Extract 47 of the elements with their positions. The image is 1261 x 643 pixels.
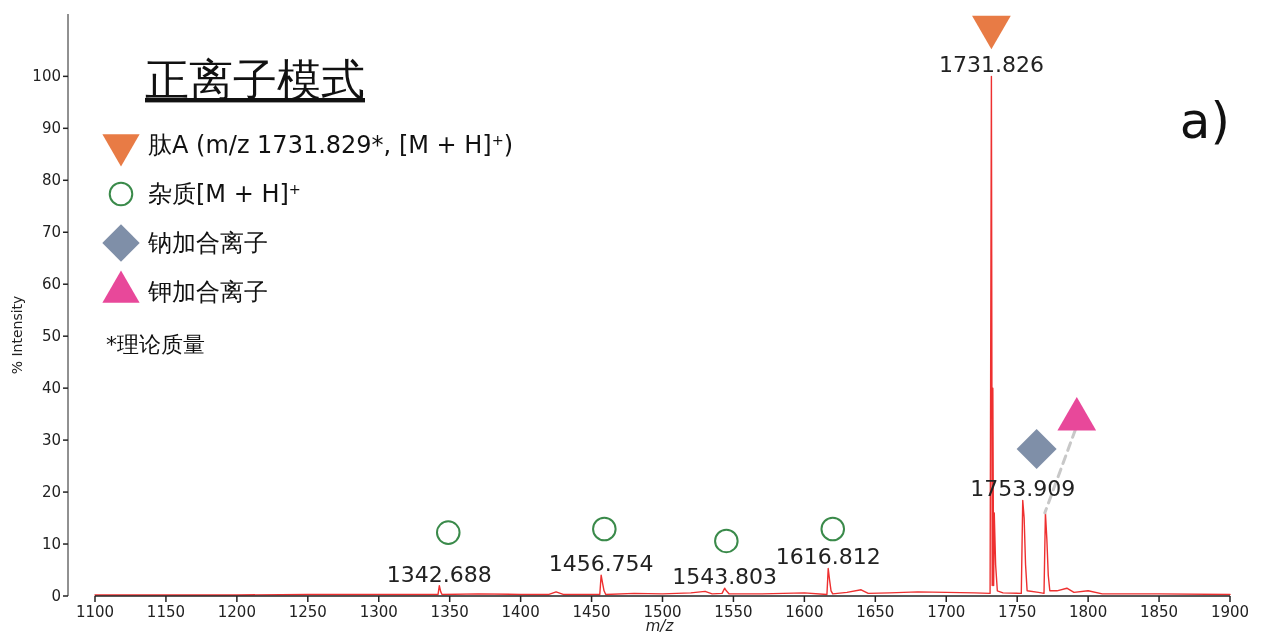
x-tick-label: 1700 bbox=[927, 603, 966, 621]
y-tick-label: 60 bbox=[41, 275, 61, 294]
x-axis-title: m/z bbox=[645, 617, 675, 635]
y-axis-title: % Intensity bbox=[9, 295, 25, 375]
y-tick-label: 10 bbox=[41, 535, 61, 554]
annotation: 1543.803 bbox=[672, 564, 778, 590]
y-tick-label: 0 bbox=[51, 587, 61, 605]
y-tick-label: 80 bbox=[41, 171, 61, 190]
y-tick-label: 70 bbox=[41, 223, 61, 242]
point bbox=[435, 520, 461, 545]
point bbox=[820, 516, 846, 542]
x-tick-label: 1650 bbox=[856, 603, 895, 621]
point bbox=[592, 516, 617, 542]
x-tick-label: 1150 bbox=[146, 603, 186, 621]
x-tick-label: 1450 bbox=[572, 603, 611, 621]
legend-label: 肽A (m/z 1731.829*, [M + H]$^{+}$) bbox=[148, 131, 514, 159]
legend-label: 钠加合离子 bbox=[147, 229, 268, 257]
annotation: a) bbox=[1179, 92, 1230, 150]
x-tick-label: 1850 bbox=[1139, 603, 1179, 621]
point bbox=[1016, 428, 1057, 469]
text: 正离子模式 bbox=[145, 54, 365, 105]
x-tick-label: 1100 bbox=[75, 603, 115, 621]
x-tick-label: 1350 bbox=[430, 603, 469, 621]
x-tick-label: 1250 bbox=[288, 603, 327, 621]
point bbox=[972, 15, 1011, 50]
legend-label: 杂质[M + H]$^{+}$ bbox=[148, 180, 301, 208]
legend-label: 钾加合离子 bbox=[147, 278, 268, 306]
annotation: 1731.826 bbox=[938, 52, 1044, 78]
x-tick-label: 1550 bbox=[714, 603, 753, 621]
point bbox=[714, 528, 739, 554]
y-tick-label: 100 bbox=[32, 67, 61, 86]
x-tick-label: 1900 bbox=[1210, 603, 1250, 621]
y-tick-label: 20 bbox=[41, 483, 61, 502]
y-tick-label: 30 bbox=[41, 431, 61, 450]
x-tick-label: 1200 bbox=[217, 603, 256, 621]
annotation: *理论质量 bbox=[106, 332, 205, 357]
y-tick-label: 50 bbox=[41, 327, 61, 346]
annotation: 1616.812 bbox=[775, 544, 881, 570]
x-tick-label: 1400 bbox=[501, 603, 540, 621]
x-tick-label: 1800 bbox=[1069, 603, 1108, 621]
y-tick-label: 40 bbox=[41, 379, 61, 398]
y-tick-label: 90 bbox=[41, 119, 61, 138]
annotation: 1342.688 bbox=[386, 561, 492, 587]
annotation: 1456.754 bbox=[548, 551, 654, 577]
x-tick-label: 1300 bbox=[359, 603, 398, 621]
x-tick-label: 1750 bbox=[998, 603, 1037, 621]
x-tick-label: 1600 bbox=[785, 603, 824, 621]
